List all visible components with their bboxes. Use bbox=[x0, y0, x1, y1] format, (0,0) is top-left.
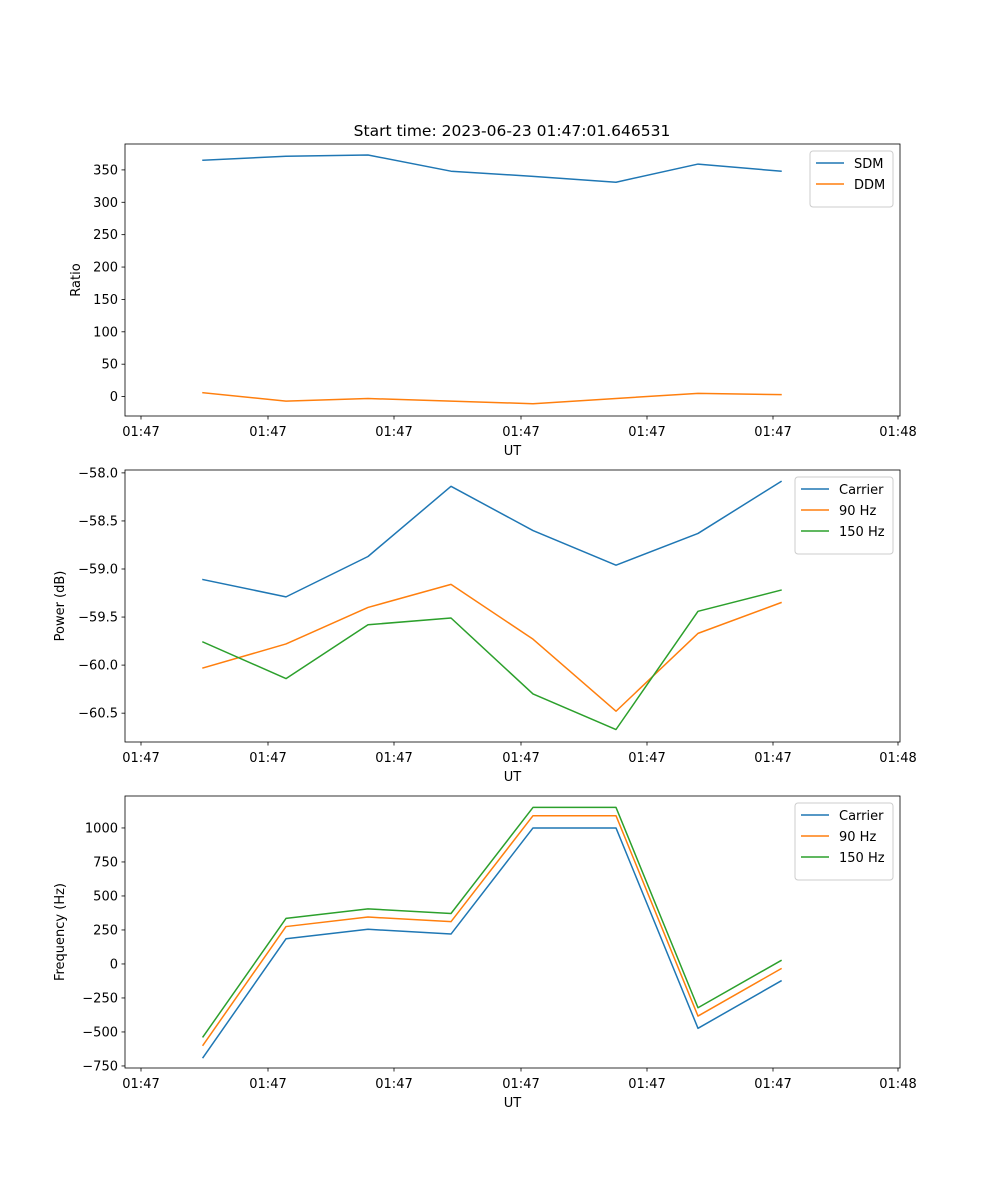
y-tick-label: 350 bbox=[93, 163, 118, 178]
x-tick-label: 01:47 bbox=[628, 751, 665, 766]
legend: Carrier 90 Hz 150 Hz bbox=[794, 476, 894, 555]
y-tick-label: −59.5 bbox=[78, 611, 118, 626]
chart-panels: 01:47 01:47 01:47 01:47 01:47 01:47 01:48 0 50 10… bbox=[53, 143, 917, 1111]
figure-title: Start time: 2023-06-23 01:47:01.646531 bbox=[354, 122, 671, 140]
chart-panel-3: 01:47 01:47 01:47 01:47 01:47 01:47 01:48 −750 −… bbox=[53, 795, 917, 1111]
legend-box bbox=[809, 150, 894, 208]
x-tick-label: 01:47 bbox=[375, 1077, 412, 1092]
x-tick-label: 01:47 bbox=[122, 751, 159, 766]
y-tick-label: −58.5 bbox=[78, 514, 118, 529]
x-axis-label: UT bbox=[504, 1096, 522, 1111]
legend-label: 150 Hz bbox=[839, 525, 885, 540]
legend: SDM DDM bbox=[809, 150, 894, 208]
chart-panel-2: 01:47 01:47 01:47 01:47 01:47 01:47 01:48 −58.0… bbox=[53, 466, 917, 785]
y-tick-label: 250 bbox=[93, 228, 118, 243]
y-tick-label: −58.0 bbox=[78, 466, 118, 481]
series-line-sdm bbox=[202, 154, 782, 183]
legend-box bbox=[794, 476, 894, 555]
y-tick-label: 1000 bbox=[85, 821, 118, 836]
axes-frame bbox=[124, 795, 901, 1069]
legend-label: DDM bbox=[854, 178, 885, 193]
x-tick-label: 01:47 bbox=[502, 1077, 539, 1092]
y-tick-label: 250 bbox=[93, 923, 118, 938]
x-tick-label: 01:47 bbox=[754, 425, 791, 440]
y-tick-label: −60.5 bbox=[78, 707, 118, 722]
x-tick-label: 01:47 bbox=[754, 751, 791, 766]
y-tick-label: 750 bbox=[93, 855, 118, 870]
y-tick-label: 150 bbox=[93, 293, 118, 308]
series-line-90-hz bbox=[202, 583, 782, 712]
y-tick-label: −59.0 bbox=[78, 562, 118, 577]
x-axis-label: UT bbox=[504, 444, 522, 459]
series-line-ddm bbox=[202, 391, 782, 405]
y-tick-label: 0 bbox=[110, 957, 118, 972]
y-tick-label: −500 bbox=[82, 1025, 118, 1040]
series-line-90-hz bbox=[201, 814, 783, 1047]
series-line-carrier bbox=[202, 480, 783, 598]
x-tick-label: 01:47 bbox=[754, 1077, 791, 1092]
x-tick-label: 01:47 bbox=[249, 751, 286, 766]
legend-label: 90 Hz bbox=[839, 504, 876, 519]
legend-label: Carrier bbox=[839, 483, 884, 498]
y-tick-label: −750 bbox=[82, 1059, 118, 1074]
y-tick-label: −250 bbox=[82, 991, 118, 1006]
x-tick-label: 01:47 bbox=[122, 1077, 159, 1092]
x-tick-label: 01:47 bbox=[502, 751, 539, 766]
y-axis-label: Power (dB) bbox=[53, 571, 68, 642]
legend-box bbox=[794, 802, 894, 881]
y-tick-label: 200 bbox=[93, 261, 118, 276]
x-tick-label: 01:47 bbox=[249, 1077, 286, 1092]
y-axis-label: Ratio bbox=[69, 263, 84, 296]
axes-frame bbox=[124, 143, 901, 417]
legend: Carrier 90 Hz 150 Hz bbox=[794, 802, 894, 881]
legend-label: 150 Hz bbox=[839, 851, 885, 866]
chart-panel-1: 01:47 01:47 01:47 01:47 01:47 01:47 01:48 0 50 10… bbox=[69, 143, 917, 459]
x-tick-label: 01:47 bbox=[628, 1077, 665, 1092]
y-axis-label: Frequency (Hz) bbox=[53, 883, 68, 981]
series-line-carrier bbox=[201, 827, 783, 1059]
y-tick-label: 50 bbox=[101, 358, 118, 373]
series-line-150-hz bbox=[201, 806, 783, 1038]
axes-frame bbox=[124, 469, 901, 743]
legend-label: SDM bbox=[854, 157, 883, 172]
x-tick-label: 01:47 bbox=[628, 425, 665, 440]
y-tick-label: 500 bbox=[93, 889, 118, 904]
x-tick-label: 01:48 bbox=[879, 1077, 916, 1092]
y-tick-label: −60.0 bbox=[78, 659, 118, 674]
x-tick-label: 01:47 bbox=[375, 425, 412, 440]
x-tick-label: 01:47 bbox=[249, 425, 286, 440]
y-tick-label: 0 bbox=[110, 390, 118, 405]
x-tick-label: 01:48 bbox=[879, 425, 916, 440]
series-line-150-hz bbox=[202, 589, 782, 731]
y-tick-label: 300 bbox=[93, 196, 118, 211]
x-tick-label: 01:47 bbox=[375, 751, 412, 766]
legend-label: Carrier bbox=[839, 809, 884, 824]
legend-label: 90 Hz bbox=[839, 830, 876, 845]
y-tick-label: 100 bbox=[93, 325, 118, 340]
x-tick-label: 01:47 bbox=[502, 425, 539, 440]
x-tick-label: 01:48 bbox=[879, 751, 916, 766]
x-tick-label: 01:47 bbox=[122, 425, 159, 440]
x-axis-label: UT bbox=[504, 770, 522, 785]
